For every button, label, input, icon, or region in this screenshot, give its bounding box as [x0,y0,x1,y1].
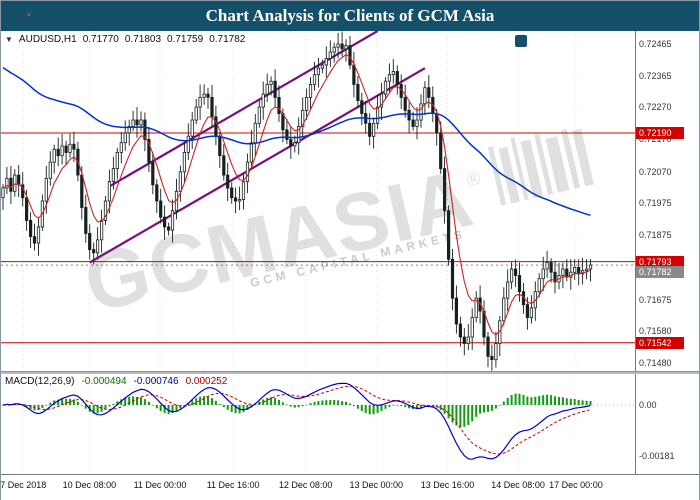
time-tick: 17 Dec 00:00 [549,480,603,490]
chart-window: GCMASIA® GCM CAPITAL MARKETS ▼ AUDUSD,H1… [0,31,699,500]
pane-divider[interactable] [1,371,699,374]
price-tick: 0.71580 [639,325,672,336]
price-tick: 0.71675 [639,294,672,305]
time-tick: 13 Dec 16:00 [420,480,475,490]
time-tick: 14 Dec 08:00 [491,480,545,490]
title-accent-icon: ▪ [27,9,31,21]
price-chart[interactable]: GCMASIA® GCM CAPITAL MARKETS ▼ AUDUSD,H1… [1,31,636,371]
ohlc-open: 0.71770 [82,34,119,45]
macd-tick: -0.00181 [639,450,675,461]
macd-header: MACD(12,26,9) -0.000494 -0.000746 0.0002… [5,376,227,387]
price-tick: 0.72365 [639,71,672,82]
macd-label: MACD(12,26,9) [5,376,75,387]
time-tick: 11 Dec 16:00 [206,480,260,490]
price-axis[interactable]: 0.72465 0.72365 0.72270 0.72170 0.72070 0.719… [636,31,699,371]
gcm-logo-icon [515,35,527,47]
price-tick: 0.71975 [639,197,672,208]
bid-price-badge: 0.71782 [636,266,684,279]
time-axis[interactable]: 7 Dec 2018 10 Dec 08:00 11 Dec 00:00 11 Dec… [0,474,699,500]
price-level-badge: 0.71542 [636,336,684,349]
symbol-label: AUDUSD,H1 [18,34,77,45]
price-tick: 0.72170 [639,134,672,145]
price-tick: 0.71875 [639,230,672,240]
ohlc-high: 0.71803 [124,34,162,45]
macd-axis[interactable]: 0.00 -0.00181 [636,374,699,474]
time-tick: 12 Dec 08:00 [278,480,333,490]
macd-plot-canvas[interactable] [1,374,636,474]
macd-value-main: -0.000494 [81,376,127,387]
time-tick: 11 Dec 00:00 [133,480,187,490]
time-tick: 7 Dec 2018 [0,480,47,490]
time-tick: 10 Dec 08:00 [62,480,117,490]
ohlc-close: 0.71782 [209,34,246,45]
ohlc-low: 0.71759 [167,34,204,45]
page-title: Chart Analysis for Clients of GCM Asia [205,6,495,25]
price-tick: 0.71480 [639,357,672,368]
price-tick: 0.72070 [639,166,672,177]
price-tick: 0.72465 [639,38,672,49]
price-plot-canvas[interactable] [1,31,636,371]
symbol-ohlc: ▼ AUDUSD,H1 0.71770 0.71803 0.71759 0.71… [5,34,245,46]
macd-chart[interactable]: MACD(12,26,9) -0.000494 -0.000746 0.0002… [1,374,636,474]
price-pane: GCMASIA® GCM CAPITAL MARKETS ▼ AUDUSD,H1… [1,31,699,371]
macd-pane: MACD(12,26,9) -0.000494 -0.000746 0.0002… [1,374,699,474]
chart-icon: ▼ [5,35,13,44]
price-level-badge: 0.72190 [636,127,684,139]
macd-value-histogram: -0.000746 [133,376,179,387]
price-tick: 0.72270 [639,102,672,113]
price-level-badge: 0.71793 [636,255,684,268]
macd-tick: 0.00 [639,399,657,410]
macd-value-signal: 0.000252 [185,376,228,387]
time-tick: 13 Dec 00:00 [349,480,404,490]
title-bar: ▪ Chart Analysis for Clients of GCM Asia [1,1,699,31]
